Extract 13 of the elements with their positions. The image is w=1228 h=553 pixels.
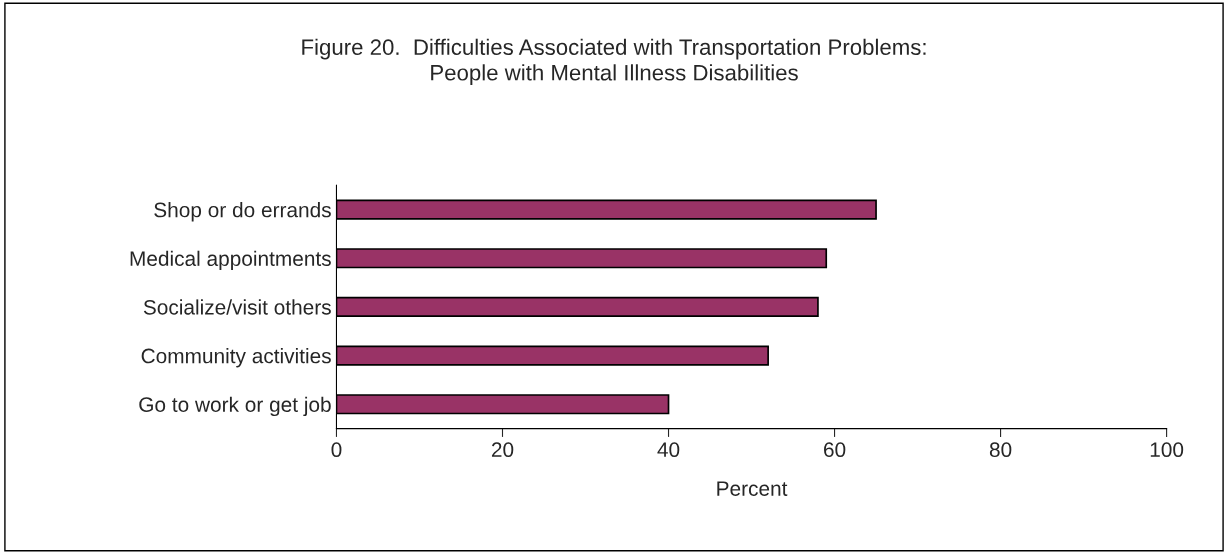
x-tick-label: 20 [491,442,514,458]
x-tick-label: 80 [989,442,1012,458]
x-tick-label: 60 [824,442,846,458]
y-tick-label: Socialize/visit others [143,299,331,315]
y-tick-label: Shop or do errands [154,202,331,222]
y-tick-label: Go to work or get job [139,396,331,417]
chart-title: Figure 20. Difficulties Associated with Transportation Problems: People with Mental Illness Disabilities [302,38,926,85]
x-tick-label: 100 [1150,442,1184,458]
y-tick-label: Medical appointments [130,250,331,271]
x-axis-title: Percent [717,481,788,496]
x-tick-label: 40 [657,442,680,458]
y-tick-label: Community activities [141,348,331,368]
x-tick-label: 0 [331,442,342,458]
